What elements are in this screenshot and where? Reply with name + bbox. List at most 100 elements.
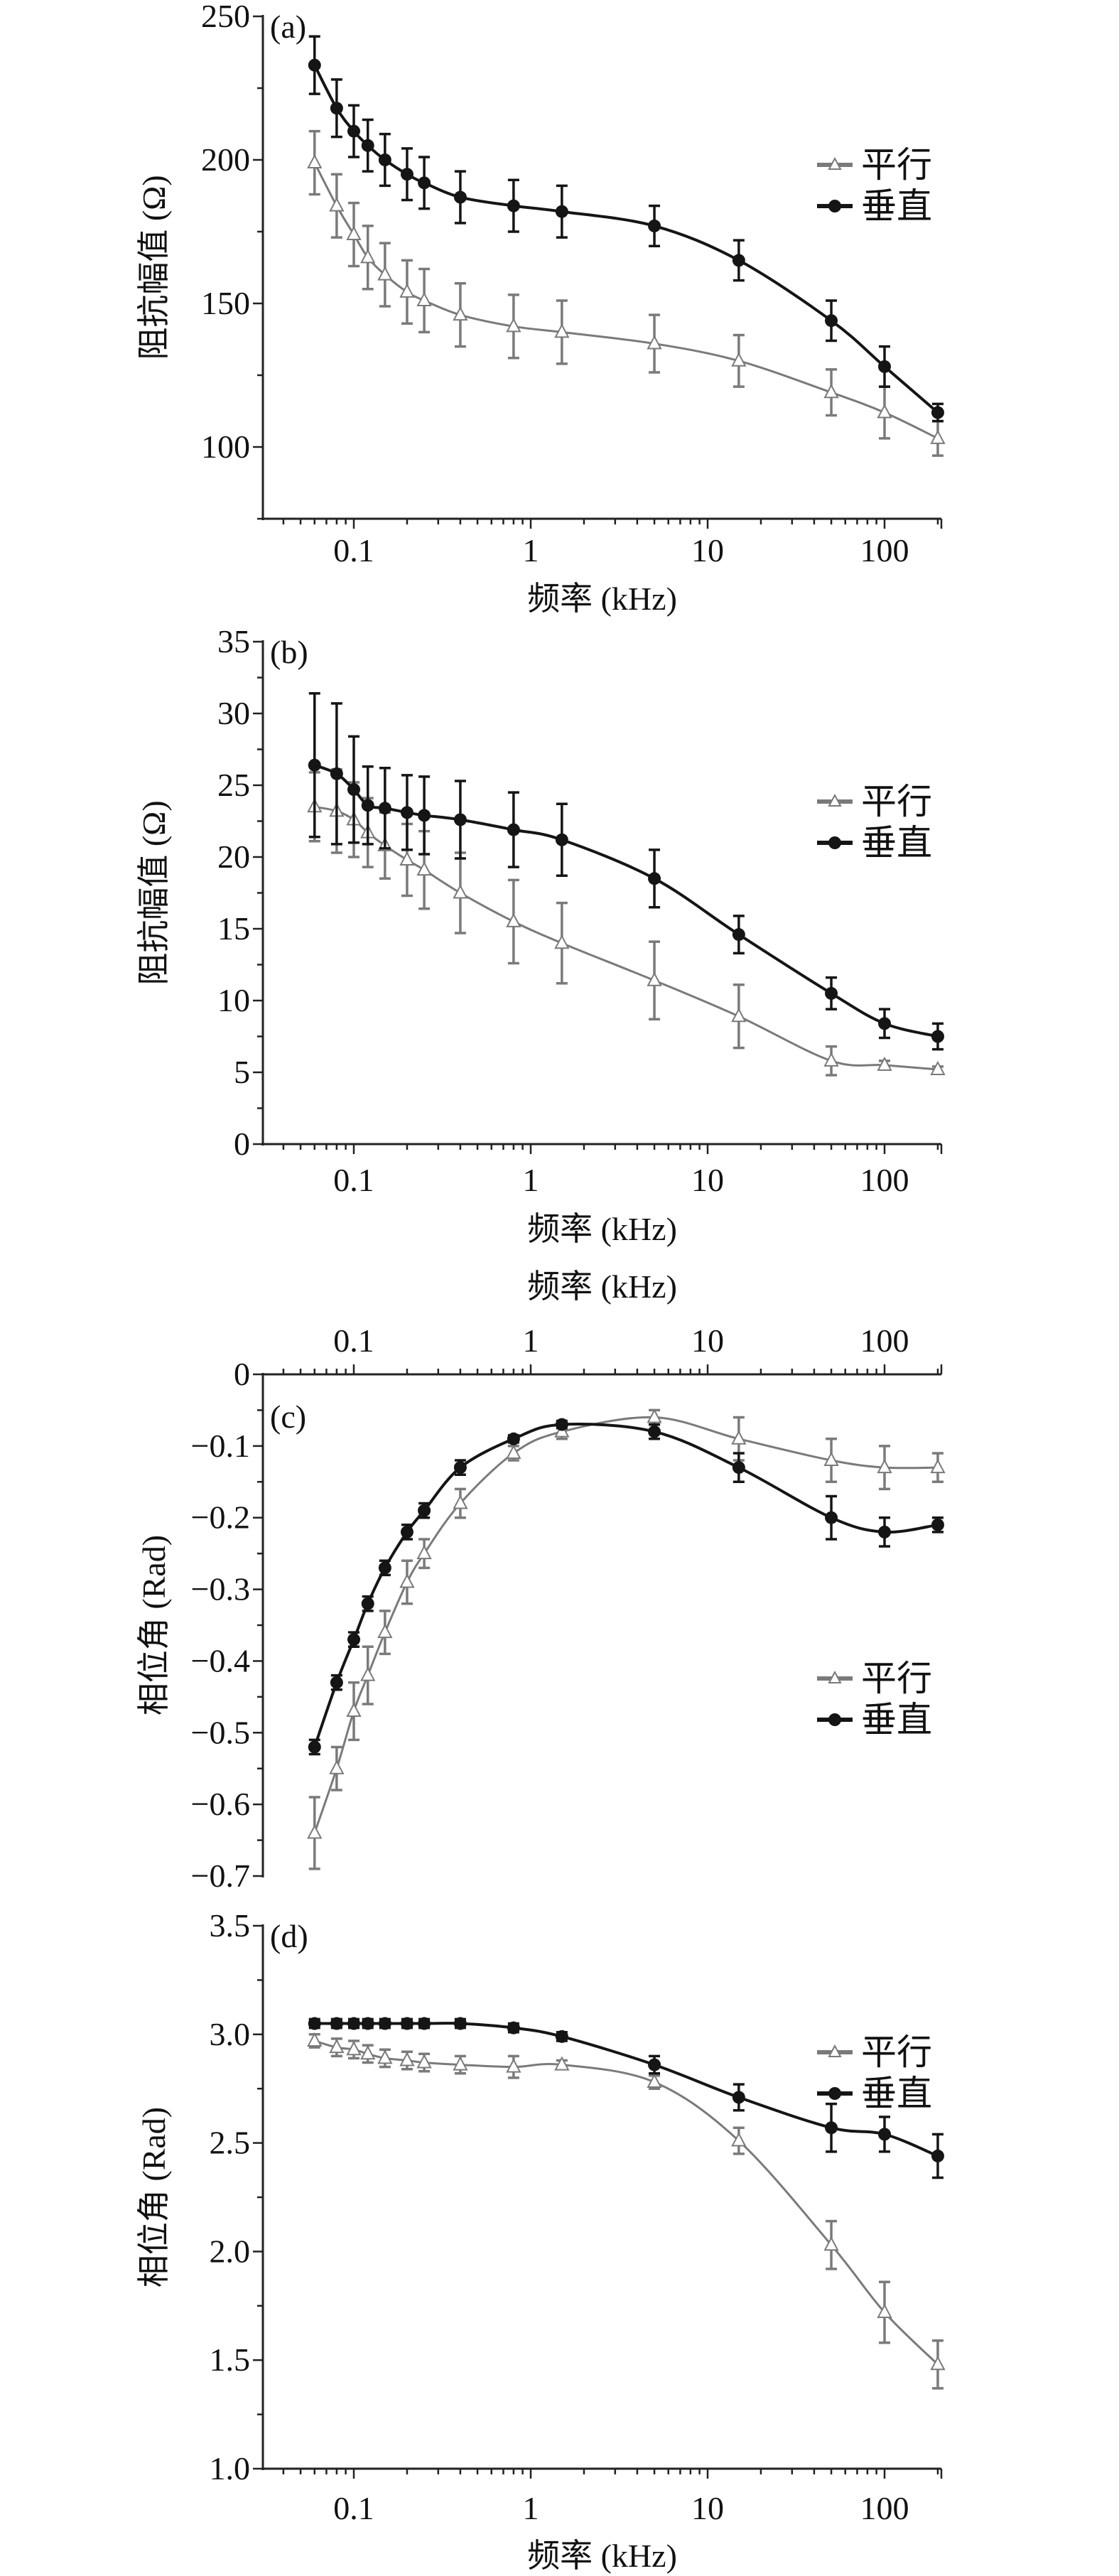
data-point bbox=[731, 2132, 747, 2147]
data-point bbox=[931, 2149, 944, 2162]
data-point bbox=[377, 2049, 393, 2064]
data-point bbox=[930, 1060, 946, 1075]
y-tick-label: 1.5 bbox=[210, 2341, 251, 2378]
x-axis-title: 频率 (kHz) bbox=[527, 1211, 677, 1247]
x-tick-label: 0.1 bbox=[333, 1322, 374, 1359]
y-tick-label: 1.0 bbox=[210, 2450, 251, 2486]
legend-label: 平行 bbox=[861, 782, 932, 821]
legend-marker bbox=[828, 1670, 842, 1683]
series-line bbox=[313, 162, 939, 440]
y-tick-label: 150 bbox=[201, 285, 250, 321]
data-point bbox=[877, 1458, 892, 1474]
data-point bbox=[361, 799, 374, 812]
data-point bbox=[506, 912, 521, 927]
x-tick-label: 0.1 bbox=[333, 2490, 374, 2526]
data-point bbox=[416, 1545, 432, 1560]
data-point bbox=[825, 986, 838, 1000]
data-point bbox=[878, 1017, 891, 1030]
data-point bbox=[648, 2058, 661, 2071]
legend-marker bbox=[828, 793, 842, 807]
y-axis-title: 相位角 (Rad) bbox=[136, 1535, 172, 1715]
data-point bbox=[347, 1633, 360, 1647]
x-tick-label: 100 bbox=[860, 532, 909, 568]
y-tick-label: −0.2 bbox=[191, 1499, 250, 1536]
series-perpendicular bbox=[308, 2017, 944, 2179]
data-point bbox=[308, 58, 321, 72]
data-point bbox=[453, 2017, 467, 2030]
x-axis-title: 频率 (kHz) bbox=[527, 2538, 677, 2574]
data-point bbox=[329, 2038, 345, 2054]
data-point bbox=[507, 199, 520, 212]
data-point bbox=[418, 1504, 431, 1517]
data-point bbox=[418, 2017, 431, 2030]
data-point bbox=[346, 1702, 362, 1718]
data-point bbox=[555, 1418, 568, 1431]
data-point bbox=[507, 823, 520, 836]
y-tick-label: 35 bbox=[217, 623, 250, 659]
chart-panel-a: 0.1 1 10 100 频率 (kHz) 100 150 200 250 阻抗幅值 (Ω) (a)… bbox=[136, 0, 946, 617]
data-point bbox=[347, 124, 360, 138]
y-tick-label: 20 bbox=[217, 839, 250, 875]
y-tick-label: 100 bbox=[201, 429, 250, 465]
x-tick-label: 100 bbox=[860, 1162, 909, 1198]
data-point bbox=[648, 1425, 661, 1438]
legend-label: 平行 bbox=[861, 1659, 932, 1698]
data-point bbox=[378, 153, 391, 166]
data-point bbox=[400, 2017, 413, 2030]
data-point bbox=[400, 1525, 413, 1538]
data-point bbox=[416, 2054, 432, 2069]
data-point bbox=[308, 1740, 321, 1754]
x-tick-label: 100 bbox=[860, 1322, 909, 1359]
legend-marker bbox=[828, 836, 841, 849]
data-point bbox=[877, 404, 892, 419]
data-point bbox=[307, 153, 323, 169]
data-point bbox=[453, 1461, 467, 1475]
data-point bbox=[307, 1824, 323, 1839]
data-point bbox=[416, 861, 432, 876]
data-point bbox=[346, 225, 362, 241]
y-tick-label: 30 bbox=[217, 695, 250, 731]
series-perpendicular bbox=[308, 35, 944, 423]
series-line bbox=[314, 2039, 939, 2366]
data-point bbox=[399, 1573, 415, 1588]
series-perpendicular bbox=[308, 691, 944, 1051]
data-point bbox=[399, 2052, 415, 2066]
y-tick-label: 250 bbox=[201, 0, 250, 34]
data-point bbox=[453, 190, 467, 204]
data-point bbox=[329, 197, 345, 212]
data-point bbox=[330, 102, 343, 115]
data-point bbox=[399, 283, 415, 298]
data-point bbox=[825, 1511, 838, 1524]
series-parallel bbox=[307, 1408, 946, 1870]
data-point bbox=[377, 1623, 393, 1639]
x-tick-label: 1 bbox=[523, 1322, 539, 1359]
data-point bbox=[378, 802, 391, 815]
x-tick-label: 10 bbox=[691, 1162, 724, 1198]
data-point bbox=[453, 2056, 468, 2071]
data-point bbox=[555, 205, 568, 218]
data-point bbox=[453, 1494, 468, 1509]
legend-marker bbox=[828, 2087, 841, 2100]
data-point bbox=[731, 1008, 747, 1023]
y-tick-label: 25 bbox=[217, 767, 250, 803]
data-point bbox=[347, 783, 360, 797]
panel-label: (c) bbox=[270, 1399, 306, 1435]
data-point bbox=[648, 872, 661, 885]
series-parallel bbox=[307, 129, 946, 457]
data-point bbox=[732, 928, 745, 942]
data-point bbox=[554, 2056, 570, 2071]
panel-label: (b) bbox=[270, 634, 308, 670]
y-axis-title: 相位角 (Rad) bbox=[136, 2107, 172, 2287]
data-point bbox=[731, 1430, 747, 1445]
data-point bbox=[823, 1052, 839, 1067]
y-tick-label: 0 bbox=[234, 1356, 250, 1392]
x-tick-label: 1 bbox=[523, 2490, 539, 2526]
data-point bbox=[453, 306, 468, 321]
y-tick-label: 5 bbox=[234, 1054, 250, 1090]
data-point bbox=[308, 758, 321, 772]
data-point bbox=[930, 2356, 946, 2371]
legend-label: 垂直 bbox=[861, 186, 932, 226]
data-point bbox=[555, 2030, 568, 2043]
series-line bbox=[313, 1416, 938, 1833]
